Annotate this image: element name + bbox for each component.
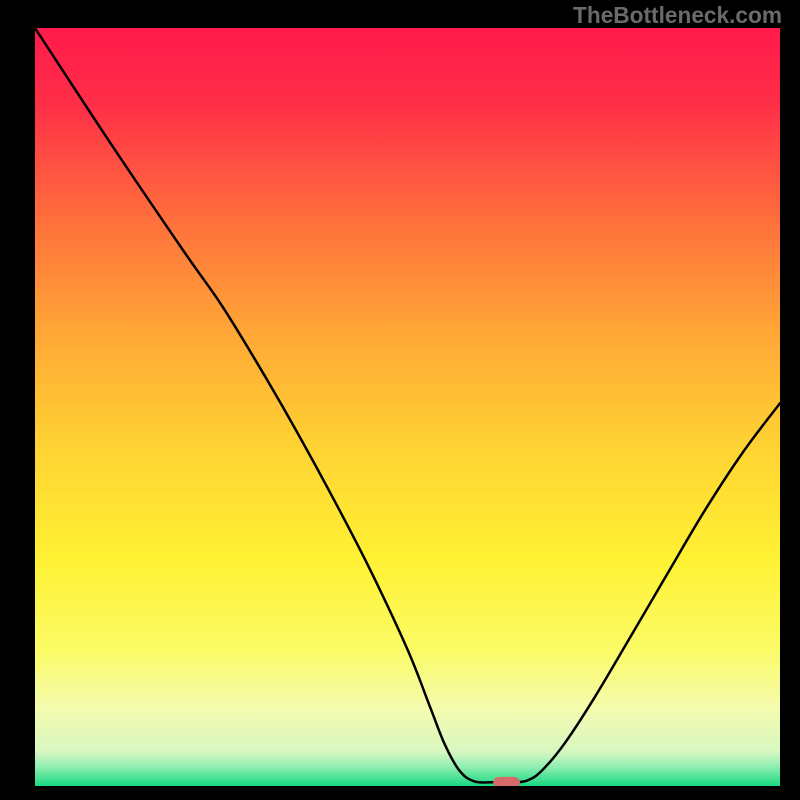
chart-frame: TheBottleneck.com (0, 0, 800, 800)
gradient-background (35, 28, 780, 786)
plot-svg (35, 28, 780, 786)
optimal-marker (493, 777, 520, 786)
watermark-label: TheBottleneck.com (573, 2, 782, 29)
plot-area (35, 28, 780, 786)
